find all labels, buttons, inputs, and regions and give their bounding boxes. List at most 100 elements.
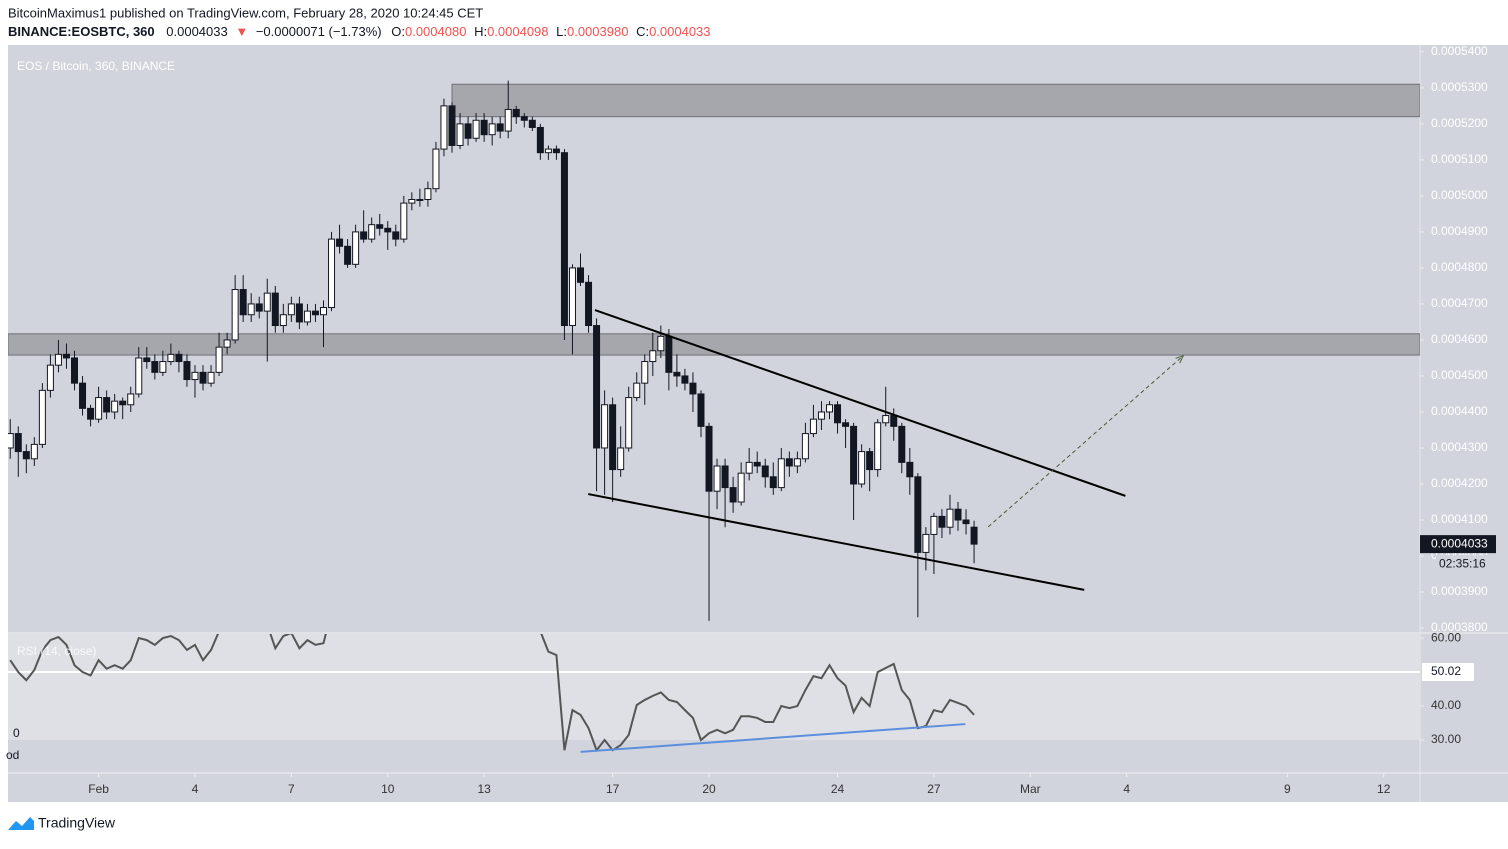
candle-body bbox=[858, 451, 866, 485]
candle-body bbox=[8, 433, 14, 449]
candle-body bbox=[705, 425, 713, 492]
candle-body bbox=[360, 231, 368, 240]
candle-body bbox=[528, 119, 536, 128]
candle-body bbox=[432, 148, 440, 190]
candle-body bbox=[336, 238, 344, 247]
y-tick-label: 0.0004600 bbox=[1431, 332, 1488, 346]
candle-body bbox=[400, 202, 408, 240]
projection-arrowhead bbox=[1175, 354, 1185, 364]
y-tick-label: 0.0004400 bbox=[1431, 404, 1488, 418]
x-tick-label: 4 bbox=[1123, 782, 1130, 796]
last-price-label: 0.0004033 bbox=[1431, 536, 1488, 550]
candle-body bbox=[946, 508, 954, 528]
candle-body bbox=[834, 404, 842, 424]
last-price-box bbox=[1420, 535, 1496, 554]
candle-body bbox=[22, 451, 30, 460]
candle-body bbox=[135, 357, 143, 395]
candle-body bbox=[866, 451, 874, 471]
rsi-tick-label: 40.00 bbox=[1431, 698, 1461, 712]
zone bbox=[451, 83, 1420, 118]
candle-body bbox=[601, 404, 609, 449]
candle-body bbox=[906, 461, 914, 478]
candle-body bbox=[46, 364, 54, 391]
brand-logo: TradingView bbox=[8, 815, 116, 831]
candle-body bbox=[103, 397, 111, 413]
candle-body bbox=[71, 357, 79, 384]
y-tick-label: 0.0005300 bbox=[1431, 80, 1488, 94]
candle-body bbox=[239, 289, 247, 316]
candle-body bbox=[930, 515, 938, 535]
change: −0.0000071 (−1.73%) bbox=[256, 24, 382, 39]
rsi-level-box bbox=[1422, 662, 1474, 681]
rsi-band bbox=[8, 634, 1420, 741]
candle-body bbox=[817, 411, 825, 420]
countdown-box bbox=[1436, 555, 1496, 574]
candle-body bbox=[151, 361, 159, 373]
candle-body bbox=[295, 303, 303, 323]
candle-body bbox=[263, 292, 271, 312]
y-tick-label: 0.0004200 bbox=[1431, 476, 1488, 490]
candle-body bbox=[801, 433, 809, 460]
y-tick-label: 0.0005200 bbox=[1431, 116, 1488, 130]
rsi-legend-fragment: 0 bbox=[13, 726, 20, 740]
candle-body bbox=[850, 425, 858, 485]
candle-body bbox=[440, 105, 448, 150]
chart-title: EOS / Bitcoin, 360, BINANCE bbox=[17, 59, 175, 73]
x-tick-label: 17 bbox=[606, 782, 620, 796]
candle-body bbox=[496, 123, 504, 132]
x-tick-label: 24 bbox=[831, 782, 845, 796]
high-label: H: bbox=[474, 24, 487, 39]
open-label: O: bbox=[391, 24, 405, 39]
x-tick-label: Feb bbox=[88, 782, 109, 796]
publish-line: BitcoinMaximus1 published on TradingView… bbox=[8, 5, 483, 20]
candle-body bbox=[14, 433, 22, 453]
candle-body bbox=[713, 465, 721, 492]
candle-body bbox=[785, 458, 793, 467]
candle-body bbox=[408, 198, 416, 204]
candle-body bbox=[609, 404, 617, 471]
candle-body bbox=[456, 123, 464, 146]
candle-body bbox=[183, 361, 191, 381]
y-tick-label: 0.0005400 bbox=[1431, 44, 1488, 58]
candle-body bbox=[319, 307, 327, 316]
candle-body bbox=[167, 353, 175, 363]
candle-body bbox=[279, 314, 287, 327]
y-tick-label: 0.0004800 bbox=[1431, 260, 1488, 274]
candle-body bbox=[617, 447, 625, 471]
candle-body bbox=[79, 382, 87, 409]
candle-body bbox=[215, 346, 223, 373]
candle-body bbox=[376, 224, 384, 229]
candle-body bbox=[207, 371, 215, 384]
candle-body bbox=[761, 465, 769, 478]
x-tick-label: 10 bbox=[381, 782, 395, 796]
y-tick-label: 0.0003800 bbox=[1431, 620, 1488, 634]
candle-body bbox=[62, 353, 70, 359]
zone bbox=[8, 333, 1420, 356]
candle-body bbox=[657, 335, 665, 352]
y-tick-label: 0.0005000 bbox=[1431, 188, 1488, 202]
candle-body bbox=[328, 238, 336, 309]
rsi-pane bbox=[8, 634, 1420, 753]
candle-body bbox=[560, 152, 568, 327]
y-tick-label: 0.0004300 bbox=[1431, 440, 1488, 454]
candle-body bbox=[673, 371, 681, 377]
candle-body bbox=[231, 289, 239, 341]
rsi-tick-label: 60.00 bbox=[1431, 630, 1461, 644]
candle-body bbox=[143, 357, 151, 363]
candle-body bbox=[914, 476, 922, 553]
candle-body bbox=[504, 108, 512, 132]
candle-body bbox=[175, 353, 183, 363]
candle-body bbox=[593, 325, 601, 449]
candle-body bbox=[568, 267, 576, 327]
brand-name: TradingView bbox=[38, 815, 116, 831]
candle-body bbox=[352, 231, 360, 265]
rsi-trendline bbox=[580, 723, 966, 753]
y-tick-label: 0.0003900 bbox=[1431, 584, 1488, 598]
rsi-line bbox=[9, 634, 975, 753]
x-tick-label: 12 bbox=[1377, 782, 1391, 796]
candle-body bbox=[552, 148, 560, 154]
candle-body bbox=[199, 371, 207, 384]
rsi-legend-fragment: od bbox=[6, 748, 19, 762]
candle-body bbox=[536, 126, 544, 154]
